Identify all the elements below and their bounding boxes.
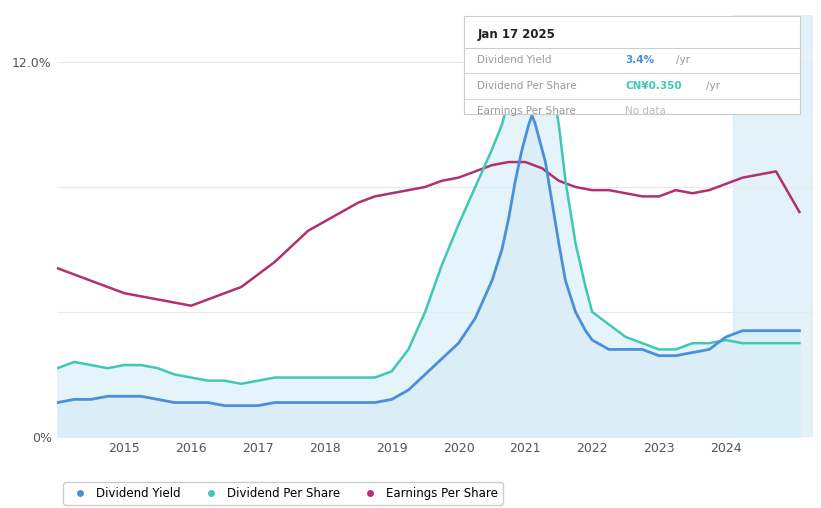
- Text: /yr: /yr: [676, 55, 690, 66]
- Text: No data: No data: [626, 107, 667, 116]
- Text: Earnings Per Share: Earnings Per Share: [477, 107, 576, 116]
- Text: Dividend Per Share: Dividend Per Share: [477, 81, 577, 91]
- Text: Past: Past: [736, 28, 759, 38]
- Text: 3.4%: 3.4%: [626, 55, 654, 66]
- Text: CN¥0.350: CN¥0.350: [626, 81, 682, 91]
- Bar: [732, 15, 813, 437]
- Text: /yr: /yr: [706, 81, 720, 91]
- Text: Jan 17 2025: Jan 17 2025: [477, 28, 555, 41]
- Text: Dividend Yield: Dividend Yield: [477, 55, 552, 66]
- Legend: Dividend Yield, Dividend Per Share, Earnings Per Share: Dividend Yield, Dividend Per Share, Earn…: [63, 482, 502, 505]
